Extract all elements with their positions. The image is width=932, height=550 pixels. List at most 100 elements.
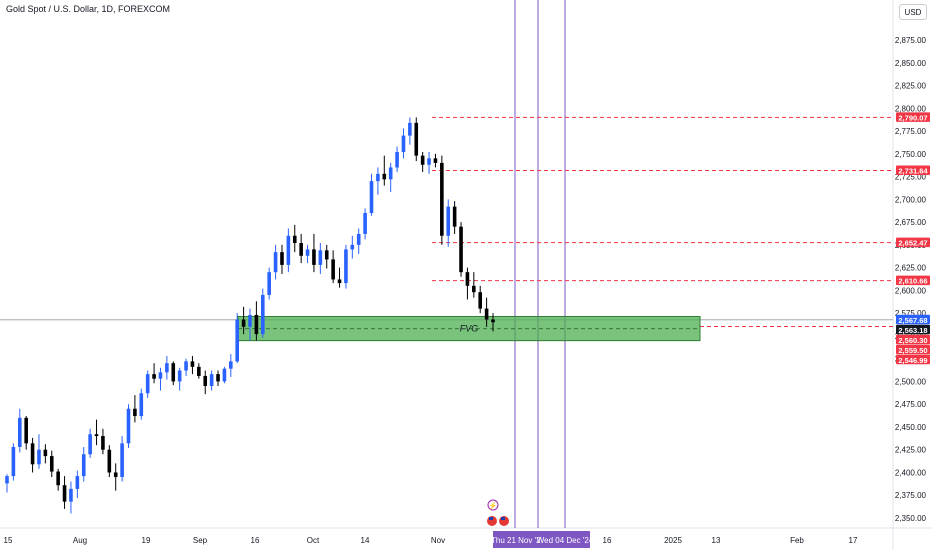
candle-body [11,446,16,477]
x-tick-label: 16 [603,536,612,545]
candle-body [94,434,99,437]
x-tick-label: 19 [142,536,151,545]
x-tick-label: Sep [193,536,208,545]
y-tick-label: 2,500.00 [895,377,927,386]
candle-body [107,449,112,473]
candle [299,233,303,264]
candle-body [312,249,316,265]
candle [30,437,35,473]
candle [190,355,195,375]
price-label-text: 2,567.68 [898,316,927,325]
x-tick-label: Oct [307,536,320,545]
candle-body [165,363,169,373]
candle [369,173,374,216]
x-tick-label: 15 [4,536,13,545]
price-label-bg [896,334,930,345]
candle [222,366,227,384]
candle-body [363,212,367,234]
candle [75,470,80,498]
candle [43,444,48,464]
candle-body [216,374,220,382]
candle-body [190,361,195,367]
y-tick-label: 2,825.00 [895,82,927,91]
y-tick-label: 2,425.00 [895,446,927,455]
candle-body [171,363,176,382]
candle [101,428,105,455]
candle [472,272,476,298]
candle-body [24,417,28,444]
candle [324,244,329,269]
candle [107,445,112,478]
x-tick-label: Aug [73,536,87,545]
y-tick-label: 2,625.00 [895,264,927,273]
price-label: 2,560.30 [896,334,930,345]
candle-body [420,155,425,165]
candle [427,151,431,174]
candle [197,363,201,379]
candle-body [152,374,156,379]
candle-body [382,173,387,180]
price-label-bg [896,165,930,176]
x-tick-label: 14 [361,536,370,545]
candle [260,288,265,338]
price-label-text: 2,731.64 [898,167,928,176]
price-label: 2,652.47 [896,237,930,248]
price-label-text: 2,560.30 [898,336,927,345]
fvg-label: FVG [460,324,479,334]
candle-body [229,361,233,369]
events-marker: ⚡ [487,499,509,526]
date-highlight-text: Wed 04 Dec '24 [537,536,594,545]
candle-body [433,158,438,163]
candle-body [388,167,393,180]
candle-body [292,235,297,244]
y-tick-label: 2,800.00 [895,104,927,113]
date-highlight-label: Wed 04 Dec '24 [537,531,594,548]
price-label-text: 2,652.47 [898,239,927,248]
candle-body [75,476,80,489]
candle-body [318,250,323,265]
candle-body [30,443,35,465]
candle-body [37,449,41,465]
candle-body [222,368,227,382]
price-label-bg [896,314,930,325]
us-flag-canton [501,517,505,520]
candle-body [17,417,22,447]
price-label-text: 2,546.99 [898,356,927,365]
candle [11,443,16,481]
price-label-text: 2,790.07 [898,113,927,122]
lightning-icon [487,499,499,511]
candle-body [126,408,131,444]
candle [363,208,367,240]
candle-body [459,226,463,273]
x-tick-label: 17 [849,536,858,545]
candle [292,224,297,253]
candle-body [203,375,208,386]
us-flag-canton [489,517,493,520]
candle [337,267,342,288]
candle-body [267,272,271,295]
candle-body [299,243,303,256]
candle [49,450,54,478]
currency-label: USD [904,7,922,17]
candle [56,468,60,491]
candle [312,233,316,273]
candle [62,476,67,509]
candle [452,201,457,234]
y-tick-label: 2,850.00 [895,59,927,68]
currency-button[interactable]: USD [899,4,927,20]
candle-body [158,372,163,379]
candle-body [465,272,470,286]
candle-body [472,285,476,293]
candle-body [62,485,67,502]
price-label-bg [896,237,930,248]
candle-body [209,374,214,386]
symbol-title: Gold Spot / U.S. Dollar, 1D, FOREXCOM [6,4,171,14]
y-tick-label: 2,700.00 [895,195,927,204]
price-label-bg [896,344,930,355]
candle-body [56,471,60,486]
candle-body [177,370,182,382]
candle [165,355,169,380]
date-highlight-bg [493,531,543,548]
price-label-bg [896,354,930,365]
